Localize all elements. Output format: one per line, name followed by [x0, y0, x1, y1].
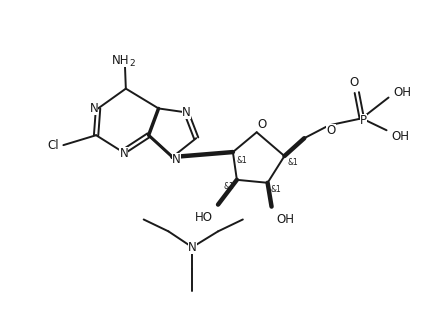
Text: &1: &1 [271, 185, 281, 194]
Text: N: N [188, 241, 197, 254]
Text: Cl: Cl [48, 139, 59, 152]
Text: N: N [182, 106, 190, 119]
Text: O: O [326, 124, 336, 137]
Text: NH: NH [112, 54, 130, 67]
Text: OH: OH [392, 130, 409, 143]
Text: N: N [90, 102, 98, 115]
Text: HO: HO [195, 211, 213, 224]
Text: OH: OH [276, 213, 295, 226]
Text: O: O [349, 76, 358, 89]
Text: O: O [257, 118, 266, 131]
Text: N: N [120, 146, 128, 160]
Text: &1: &1 [237, 156, 248, 165]
Text: 2: 2 [129, 59, 135, 68]
Text: N: N [172, 152, 181, 166]
Text: OH: OH [393, 86, 412, 99]
Text: &1: &1 [223, 182, 234, 191]
Text: &1: &1 [288, 158, 298, 167]
Text: P: P [360, 114, 367, 127]
